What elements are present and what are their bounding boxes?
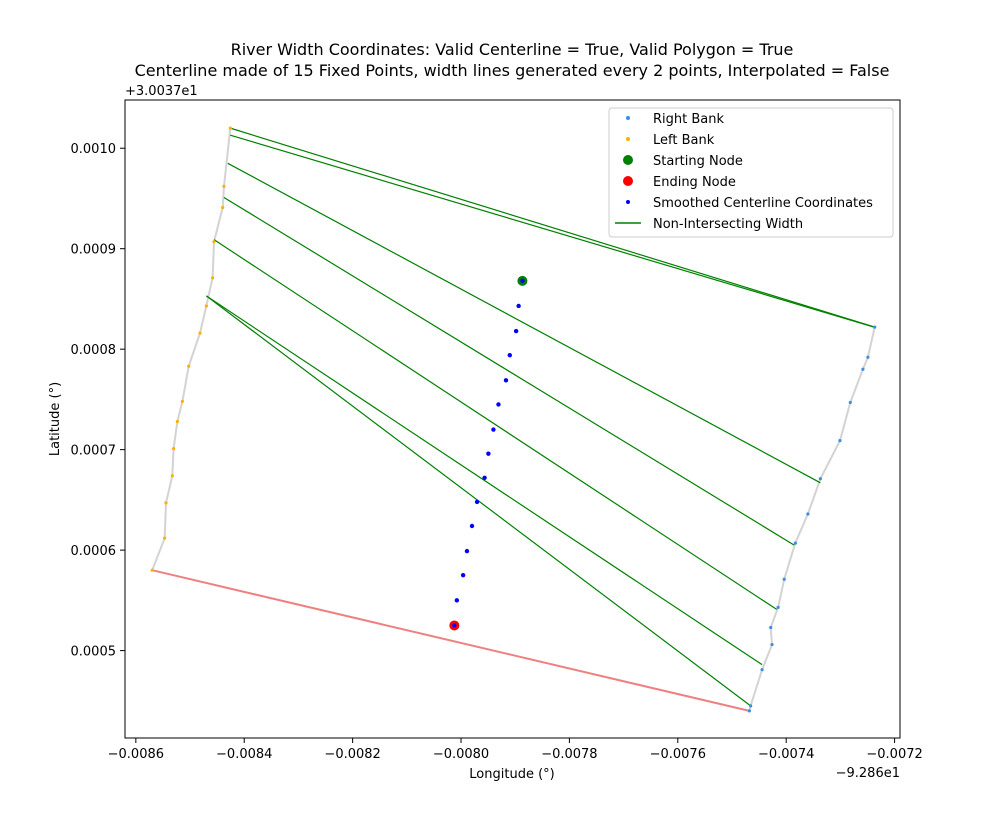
right-bank-outline — [748, 326, 876, 712]
y-tick-label-0: 0.0005 — [71, 645, 117, 660]
legend-label-4: Smoothed Centerline Coordinates — [653, 196, 873, 211]
y-axis-label: Latitude (°) — [48, 382, 63, 456]
right-bank-point-1 — [866, 355, 870, 359]
axes: −0.0086 −0.0084 −0.0082 −0.0080 −0.0078 −0.00… — [71, 99, 923, 762]
left-bank-point-14 — [150, 568, 154, 572]
left-bank-point-4 — [211, 276, 215, 280]
chart-title-line1: River Width Coordinates: Valid Centerlin… — [231, 40, 794, 59]
left-bank-point-6 — [198, 331, 202, 335]
left-bank-point-12 — [164, 501, 168, 505]
legend-label-1: Left Bank — [653, 133, 715, 148]
left-bank-point-13 — [163, 536, 167, 540]
y-tick-label-4: 0.0009 — [71, 243, 117, 258]
right-bank-point-4 — [838, 439, 842, 443]
x-tick-label-1: −0.0084 — [216, 747, 272, 762]
centerline-point-9 — [474, 499, 480, 505]
centerline-point-12 — [460, 573, 466, 578]
legend-marker-3 — [623, 176, 633, 186]
left-bank-point-8 — [180, 399, 184, 404]
left-bank-point-2 — [221, 205, 225, 210]
x-offset-label: −9.286e1 — [836, 766, 900, 781]
y-tick-label-1: 0.0006 — [71, 544, 117, 559]
centerline-point-6 — [491, 427, 496, 432]
x-axis-label: Longitude (°) — [469, 767, 554, 782]
right-bank-point-5 — [818, 477, 822, 481]
left-bank-point-1 — [222, 184, 226, 189]
right-bank-point-2 — [861, 367, 865, 371]
centerline-point-14 — [452, 623, 457, 628]
x-tick-label-3: −0.0080 — [433, 747, 489, 762]
legend-label-3: Ending Node — [653, 175, 736, 190]
right-bank-point-3 — [848, 400, 852, 405]
centerline-point-4 — [503, 378, 509, 383]
right-bank-point-9 — [776, 605, 780, 609]
centerline-point-0 — [520, 278, 525, 284]
x-tick-label-4: −0.0078 — [541, 747, 597, 762]
legend-marker-0 — [626, 116, 630, 120]
centerline-point-3 — [507, 353, 512, 358]
right-bank-point-14 — [747, 709, 751, 713]
centerline-point-5 — [496, 402, 501, 407]
left-bank-point-7 — [187, 364, 191, 368]
right-bank-point-12 — [760, 668, 764, 672]
width-line-1 — [230, 134, 874, 328]
plot-area — [150, 126, 877, 713]
right-bank-point-10 — [769, 625, 773, 630]
width-line-0 — [230, 127, 875, 328]
x-tick-label-6: −0.0074 — [758, 747, 814, 762]
width-line-4 — [213, 239, 777, 610]
legend-marker-4 — [626, 200, 630, 204]
legend: Right Bank Left Bank Starting Node Ending N… — [608, 107, 894, 238]
centerline-point-13 — [454, 598, 460, 603]
left-bank-point-3 — [212, 240, 216, 244]
centerline-point-2 — [513, 328, 519, 334]
centerline-point-1 — [516, 303, 521, 309]
right-bank-point-0 — [873, 325, 877, 329]
legend-marker-2 — [623, 155, 633, 165]
left-bank-outline — [151, 127, 232, 571]
left-bank-point-0 — [228, 126, 232, 130]
right-bank-point-13 — [749, 704, 753, 708]
right-bank-point-6 — [806, 512, 810, 516]
right-bank-point-8 — [782, 577, 786, 581]
y-offset-label: +3.0037e1 — [125, 84, 198, 99]
width-line-2 — [227, 162, 821, 484]
chart-title-line2: Centerline made of 15 Fixed Points, widt… — [135, 61, 890, 80]
width-line-3 — [223, 196, 795, 546]
legend-label-2: Starting Node — [653, 154, 743, 169]
y-tick-label-5: 0.0010 — [71, 142, 117, 157]
left-bank-point-9 — [175, 419, 179, 424]
x-tick-label-7: −0.0072 — [866, 747, 922, 762]
left-bank-point-11 — [170, 474, 174, 478]
centerline-point-8 — [482, 475, 487, 480]
centerline-point-10 — [469, 523, 475, 529]
centerline-point-11 — [464, 548, 470, 554]
x-tick-label-2: −0.0082 — [324, 747, 380, 762]
legend-label-5: Non-Intersecting Width — [653, 217, 803, 232]
left-bank-point-5 — [204, 304, 208, 308]
centerline-point-7 — [486, 451, 491, 456]
end-width-line — [151, 569, 750, 712]
legend-label-0: Right Bank — [653, 112, 724, 127]
x-tick-label-0: −0.0086 — [108, 747, 164, 762]
y-tick-label-3: 0.0008 — [71, 343, 117, 358]
right-bank-point-7 — [793, 541, 797, 545]
x-tick-label-5: −0.0076 — [650, 747, 706, 762]
right-bank-point-11 — [770, 642, 774, 647]
width-line-5 — [206, 295, 763, 666]
axes-frame — [124, 99, 901, 739]
legend-marker-1 — [626, 137, 630, 141]
y-tick-label-2: 0.0007 — [71, 444, 117, 459]
left-bank-point-10 — [172, 447, 176, 451]
legend-box — [608, 107, 894, 238]
